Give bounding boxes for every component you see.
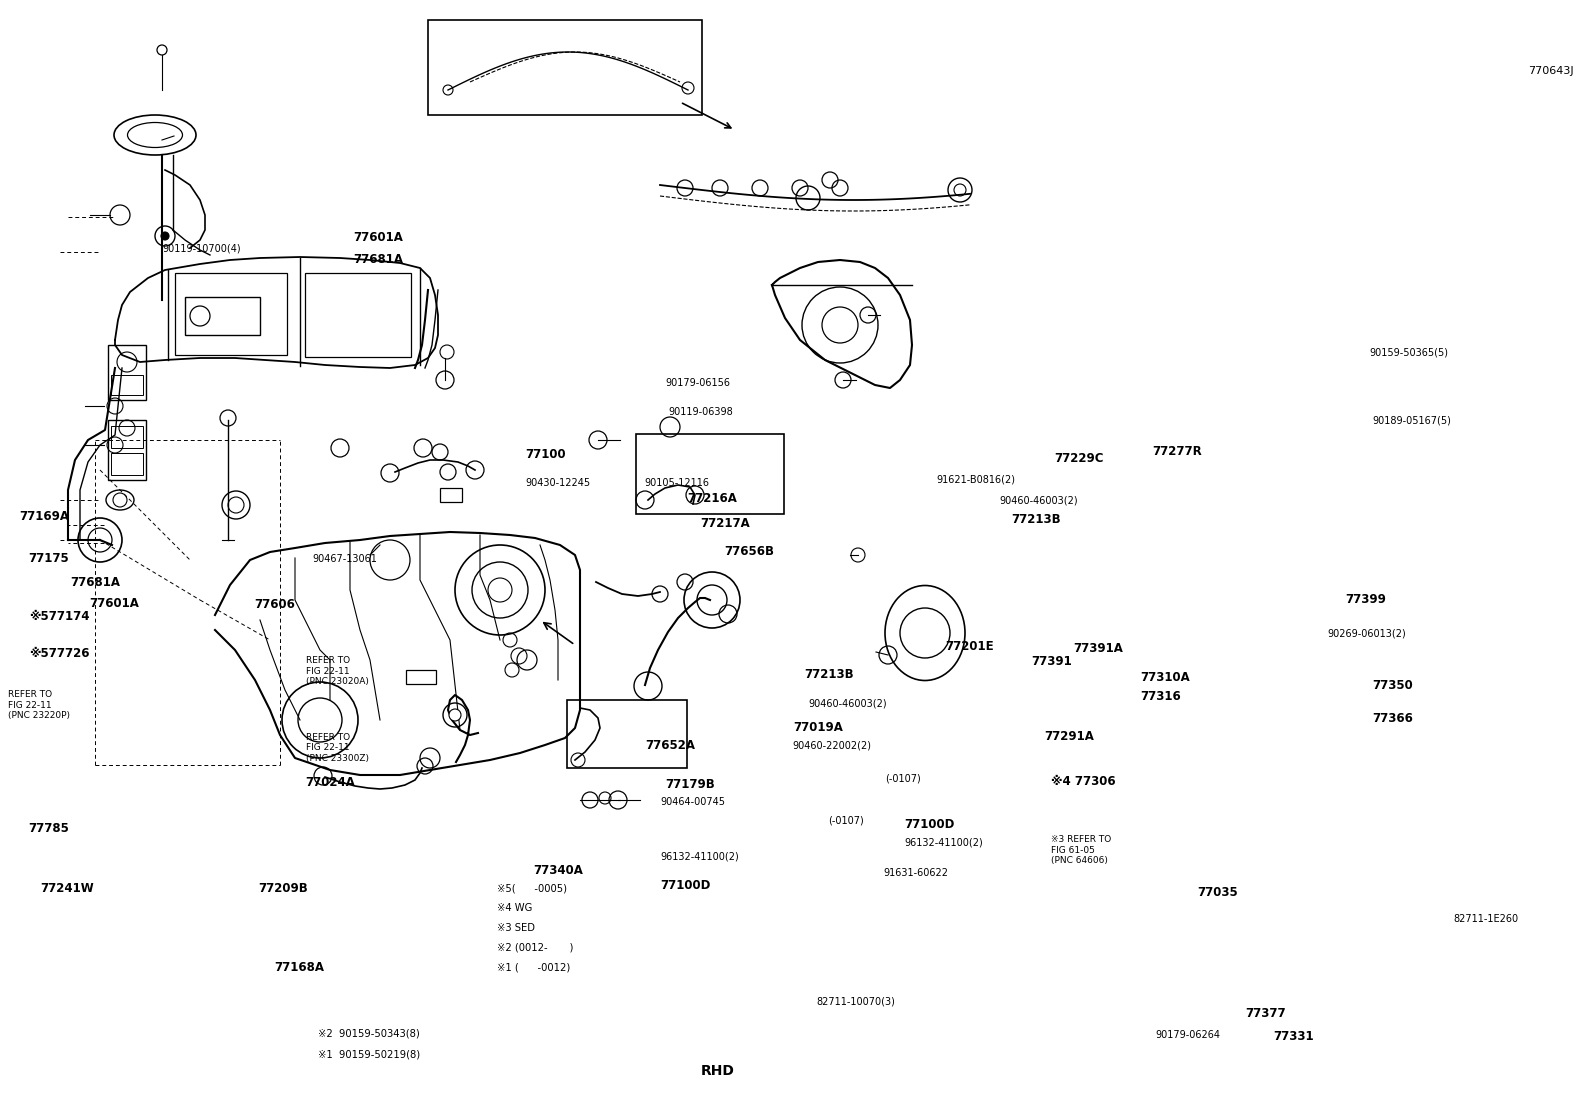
Bar — [111, 375, 143, 395]
Text: 77681A: 77681A — [353, 253, 403, 266]
Text: 77350: 77350 — [1372, 679, 1414, 692]
Text: 77229C: 77229C — [1054, 452, 1103, 465]
Text: (-0107): (-0107) — [828, 815, 863, 825]
Text: REFER TO
FIG 22-11
(PNC 23300Z): REFER TO FIG 22-11 (PNC 23300Z) — [306, 733, 369, 763]
Text: 77316: 77316 — [1140, 690, 1181, 703]
Bar — [111, 453, 143, 475]
Text: 77100: 77100 — [525, 448, 567, 462]
Bar — [175, 273, 287, 355]
Text: 90105-12116: 90105-12116 — [645, 478, 710, 488]
Text: 77175: 77175 — [29, 552, 70, 565]
Text: 77601A: 77601A — [89, 597, 139, 610]
Text: ※4 77306: ※4 77306 — [1051, 775, 1116, 788]
Text: 77100D: 77100D — [904, 818, 955, 831]
Bar — [439, 488, 462, 502]
Text: 77209B: 77209B — [258, 882, 307, 896]
Text: 77168A: 77168A — [274, 961, 323, 974]
Text: RHD: RHD — [700, 1064, 734, 1078]
Text: 77681A: 77681A — [70, 576, 119, 589]
Text: 77277R: 77277R — [1153, 445, 1202, 458]
Text: 90460-46003(2): 90460-46003(2) — [809, 699, 887, 709]
Text: 77399: 77399 — [1345, 593, 1387, 607]
Text: 77656B: 77656B — [724, 545, 774, 558]
Text: 77019A: 77019A — [793, 721, 842, 734]
Text: 77391A: 77391A — [1073, 642, 1122, 655]
Text: 77241W: 77241W — [40, 882, 94, 896]
Text: ※4 WG: ※4 WG — [497, 903, 532, 913]
Text: 91631-60622: 91631-60622 — [884, 868, 949, 878]
Text: 77606: 77606 — [255, 598, 296, 611]
Text: 90119-10700(4): 90119-10700(4) — [162, 244, 240, 254]
Text: 90467-13061: 90467-13061 — [312, 554, 377, 564]
Text: 77217A: 77217A — [700, 517, 750, 530]
Bar — [111, 426, 143, 448]
Text: 77216A: 77216A — [688, 492, 737, 506]
Text: 90189-05167(5): 90189-05167(5) — [1372, 415, 1452, 425]
Text: 96132-41100(2): 96132-41100(2) — [904, 837, 982, 847]
Text: 82711-1E260: 82711-1E260 — [1453, 914, 1519, 924]
Text: 77024A: 77024A — [306, 776, 355, 789]
Bar — [185, 297, 259, 335]
Text: REFER TO
FIG 22-11
(PNC 23220P): REFER TO FIG 22-11 (PNC 23220P) — [8, 690, 70, 720]
Text: ※577726: ※577726 — [29, 647, 89, 660]
Text: 90179-06156: 90179-06156 — [665, 378, 731, 388]
Text: ※3 SED: ※3 SED — [497, 923, 535, 933]
Text: 77291A: 77291A — [1044, 730, 1094, 743]
Text: 82711-10070(3): 82711-10070(3) — [817, 997, 896, 1007]
Text: 90464-00745: 90464-00745 — [661, 797, 726, 807]
Circle shape — [161, 232, 169, 240]
Text: 77310A: 77310A — [1140, 671, 1189, 685]
Text: 77331: 77331 — [1274, 1030, 1315, 1043]
Text: 77169A: 77169A — [19, 510, 68, 523]
Text: 77366: 77366 — [1372, 712, 1414, 725]
Text: ※2 (0012-       ): ※2 (0012- ) — [497, 943, 573, 953]
Bar — [567, 700, 688, 768]
Text: 77652A: 77652A — [645, 739, 694, 752]
Text: 90460-22002(2): 90460-22002(2) — [793, 741, 872, 751]
Text: 77377: 77377 — [1245, 1007, 1286, 1020]
Bar — [108, 420, 146, 480]
Text: 77100D: 77100D — [661, 879, 712, 892]
Bar — [635, 434, 783, 514]
Text: 770643J: 770643J — [1528, 66, 1574, 76]
Text: ※1  90159-50219(8): ※1 90159-50219(8) — [318, 1050, 420, 1059]
Text: 90430-12245: 90430-12245 — [525, 478, 591, 488]
Text: 77035: 77035 — [1197, 886, 1239, 899]
Text: 96132-41100(2): 96132-41100(2) — [661, 852, 739, 862]
Circle shape — [449, 709, 462, 721]
Bar — [406, 670, 436, 684]
Text: 77785: 77785 — [29, 822, 70, 835]
Text: ※577174: ※577174 — [29, 610, 89, 623]
Text: 77201E: 77201E — [946, 640, 995, 653]
Bar — [306, 273, 411, 357]
Bar — [108, 345, 146, 400]
Text: 77213B: 77213B — [804, 668, 853, 681]
Text: ※1 (      -0012): ※1 ( -0012) — [497, 963, 570, 973]
Text: 90159-50365(5): 90159-50365(5) — [1369, 347, 1449, 357]
Text: (-0107): (-0107) — [885, 774, 920, 784]
Text: ※5(      -0005): ※5( -0005) — [497, 884, 567, 893]
Text: 90269-06013(2): 90269-06013(2) — [1328, 629, 1406, 639]
Text: 90460-46003(2): 90460-46003(2) — [1000, 496, 1078, 506]
Text: 91621-B0816(2): 91621-B0816(2) — [936, 475, 1016, 485]
Text: 77213B: 77213B — [1011, 513, 1060, 526]
Text: ※3 REFER TO
FIG 61-05
(PNC 64606): ※3 REFER TO FIG 61-05 (PNC 64606) — [1051, 835, 1111, 865]
Text: 90179-06264: 90179-06264 — [1156, 1030, 1221, 1040]
Bar — [428, 20, 702, 115]
Text: 90119-06398: 90119-06398 — [669, 407, 734, 417]
Text: REFER TO
FIG 22-11
(PNC 23020A): REFER TO FIG 22-11 (PNC 23020A) — [306, 656, 368, 686]
Text: 77179B: 77179B — [665, 778, 715, 791]
Text: 77391: 77391 — [1032, 655, 1073, 668]
Text: 77601A: 77601A — [353, 231, 403, 244]
Text: ※2  90159-50343(8): ※2 90159-50343(8) — [318, 1029, 420, 1039]
Text: 77340A: 77340A — [533, 864, 583, 877]
